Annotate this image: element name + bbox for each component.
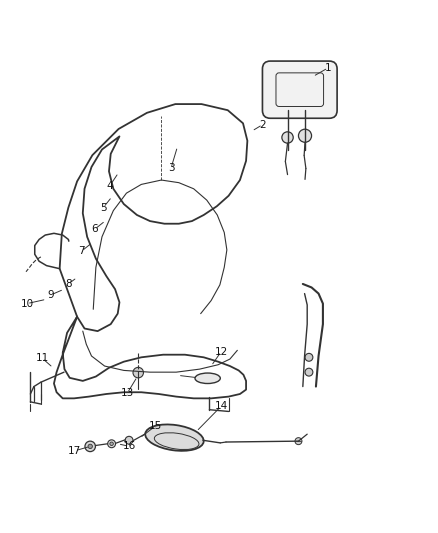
Circle shape (125, 437, 133, 444)
Circle shape (305, 368, 313, 376)
Text: 5: 5 (100, 203, 106, 213)
Text: 2: 2 (259, 119, 266, 130)
Circle shape (133, 367, 144, 378)
Text: 7: 7 (78, 246, 85, 256)
Text: 10: 10 (20, 298, 33, 309)
FancyBboxPatch shape (262, 61, 337, 118)
Text: 15: 15 (149, 421, 162, 431)
Circle shape (85, 441, 95, 451)
Text: 14: 14 (215, 401, 228, 411)
Text: 4: 4 (106, 181, 113, 191)
Circle shape (110, 442, 113, 446)
Ellipse shape (195, 373, 220, 384)
Circle shape (88, 444, 92, 449)
Text: 1: 1 (325, 63, 332, 73)
Text: 3: 3 (168, 163, 174, 173)
Text: 6: 6 (91, 224, 98, 235)
Ellipse shape (145, 424, 204, 451)
Circle shape (295, 438, 302, 445)
Text: 17: 17 (68, 446, 81, 456)
Text: 16: 16 (123, 441, 136, 451)
Text: 9: 9 (48, 290, 54, 300)
Text: 13: 13 (121, 388, 134, 398)
Circle shape (108, 440, 116, 448)
Circle shape (282, 132, 293, 143)
Circle shape (305, 353, 313, 361)
Text: 11: 11 (35, 353, 49, 363)
Text: 8: 8 (65, 279, 72, 289)
Text: 12: 12 (215, 346, 228, 357)
Circle shape (298, 129, 311, 142)
